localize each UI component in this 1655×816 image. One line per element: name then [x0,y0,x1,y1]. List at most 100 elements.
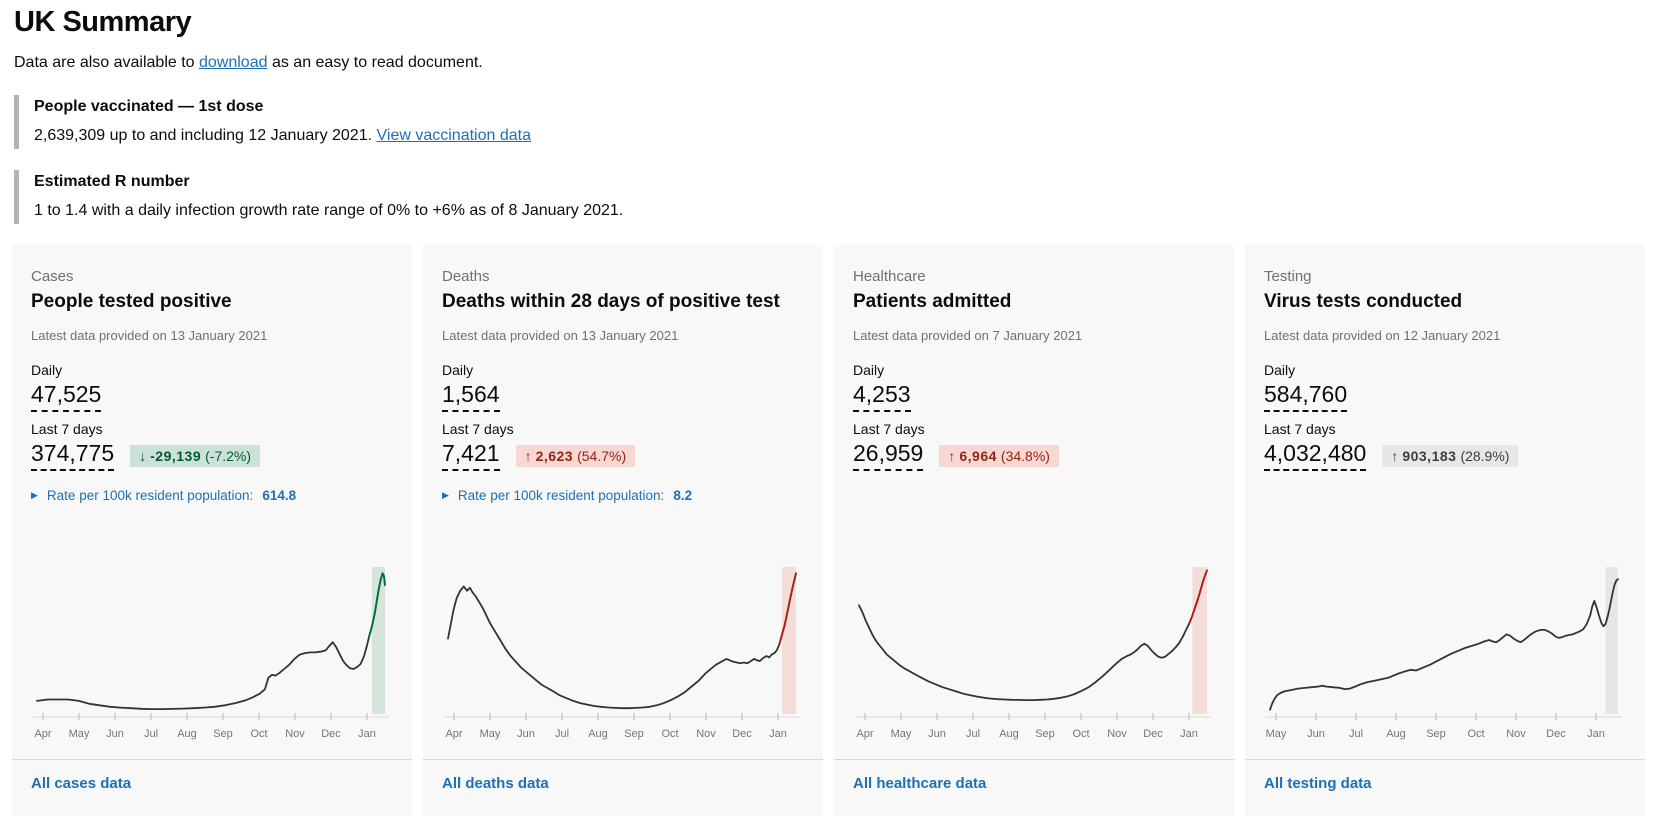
svg-text:Jul: Jul [966,728,980,740]
svg-text:Jun: Jun [1307,728,1325,740]
deaths-card: Deaths Deaths within 28 days of positive… [423,245,823,816]
intro-post: as an easy to read document. [267,54,483,71]
last-7-days-label: Last 7 days [853,420,925,437]
all-testing-data-link[interactable]: All testing data [1264,775,1372,792]
healthcare-trend-chart: Apr May Jun Jul Aug Sep Oct Nov Dec Jan [855,567,1211,740]
svg-text:May: May [480,728,501,740]
cases-chart-container: Apr May Jun Jul Aug Sep Oct Nov Dec Jan [12,565,412,747]
intro-text: Data are also available to download as a… [14,54,1648,72]
svg-text:Oct: Oct [661,728,678,740]
week-value[interactable]: 4,032,480 [1264,440,1367,471]
svg-text:Aug: Aug [999,728,1019,740]
svg-text:Dec: Dec [732,728,752,740]
svg-text:Oct: Oct [1072,728,1089,740]
svg-text:Aug: Aug [1386,728,1406,740]
change-percent: (34.8%) [1000,448,1050,465]
change-percent: (28.9%) [1460,448,1510,465]
week-value[interactable]: 374,775 [31,440,115,471]
card-category: Cases [31,268,74,285]
deaths-chart-container: Apr May Jun Jul Aug Sep Oct Nov Dec Jan [423,565,823,747]
rate-value: 614.8 [262,487,297,503]
svg-text:Nov: Nov [1506,728,1526,740]
download-link[interactable]: download [199,54,268,71]
testing-card-footer: All testing data [1245,759,1645,816]
daily-value[interactable]: 1,564 [442,381,500,412]
arrow-up-icon: ↑ [948,448,956,465]
cases-card-footer: All cases data [12,759,412,816]
deaths-card-footer: All deaths data [423,759,823,816]
r-number-callout-text: 1 to 1.4 with a daily infection growth r… [34,202,624,219]
latest-data-note: Latest data provided on 12 January 2021 [1264,327,1501,343]
change-value: 2,623 [535,448,574,465]
chevron-right-icon: ▶ [442,489,449,500]
svg-text:Aug: Aug [177,728,197,740]
svg-text:Dec: Dec [1546,728,1566,740]
change-value: -29,139 [150,448,202,465]
svg-text:Nov: Nov [285,728,305,740]
daily-value[interactable]: 47,525 [31,381,102,412]
svg-text:Nov: Nov [1107,728,1127,740]
vaccinated-callout-title: People vaccinated — 1st dose [34,98,264,115]
week-value[interactable]: 7,421 [442,440,500,471]
svg-text:Sep: Sep [213,728,233,740]
last-7-days-label: Last 7 days [442,420,514,437]
daily-label: Daily [853,361,885,378]
daily-value[interactable]: 4,253 [853,381,911,412]
card-title: Patients admitted [853,291,1012,312]
svg-text:Jul: Jul [1349,728,1363,740]
change-badge: ↑ 2,623 (54.7%) [515,445,636,468]
week-value[interactable]: 26,959 [853,440,924,471]
rate-label: Rate per 100k resident population: [46,487,254,503]
vaccinated-value-text: 2,639,309 up to and including 12 January… [34,127,377,144]
svg-text:Oct: Oct [1467,728,1484,740]
change-badge: ↑ 6,964 (34.8%) [939,445,1059,468]
arrow-down-icon: ↓ [139,448,147,465]
page-title: UK Summary [14,6,192,38]
svg-text:Sep: Sep [1426,728,1446,740]
card-title: People tested positive [31,291,232,312]
change-percent: (54.7%) [577,448,627,465]
svg-text:May: May [891,728,912,740]
svg-text:Jul: Jul [144,728,158,740]
r-number-callout: Estimated R number 1 to 1.4 with a daily… [14,170,1648,224]
svg-text:Jun: Jun [928,728,946,740]
rate-per-100k-toggle[interactable]: ▶ Rate per 100k resident population: 614… [31,488,393,503]
summary-cards: Cases People tested positive Latest data… [12,245,1648,816]
change-percent: (-7.2%) [205,448,252,465]
card-title: Deaths within 28 days of positive test [442,291,780,312]
daily-value[interactable]: 584,760 [1264,381,1348,412]
svg-text:Dec: Dec [1143,728,1163,740]
svg-text:Jan: Jan [1587,728,1605,740]
healthcare-card-body: Healthcare Patients admitted Latest data… [834,245,1234,471]
svg-text:Jan: Jan [358,728,376,740]
deaths-trend-chart: Apr May Jun Jul Aug Sep Oct Nov Dec Jan [444,567,800,740]
vaccinated-callout-text: 2,639,309 up to and including 12 January… [34,127,1648,145]
arrow-up-icon: ↑ [1391,448,1399,465]
svg-text:Aug: Aug [588,728,608,740]
view-vaccination-data-link[interactable]: View vaccination data [376,127,531,144]
all-deaths-data-link[interactable]: All deaths data [442,775,549,792]
svg-text:May: May [69,728,90,740]
all-cases-data-link[interactable]: All cases data [31,775,132,792]
intro-pre: Data are also available to [14,54,199,71]
cases-card: Cases People tested positive Latest data… [12,245,412,816]
all-healthcare-data-link[interactable]: All healthcare data [853,775,987,792]
svg-text:Jun: Jun [106,728,124,740]
testing-chart-container: May Jun Jul Aug Sep Oct Nov Dec Jan [1245,565,1645,747]
healthcare-card-footer: All healthcare data [834,759,1234,816]
last-7-days-label: Last 7 days [31,420,103,437]
testing-card-body: Testing Virus tests conducted Latest dat… [1245,245,1645,471]
svg-text:Jan: Jan [769,728,787,740]
latest-data-note: Latest data provided on 13 January 2021 [442,327,679,343]
last-7-days-label: Last 7 days [1264,420,1336,437]
latest-data-note: Latest data provided on 13 January 2021 [31,327,268,343]
vaccinated-callout: People vaccinated — 1st dose 2,639,309 u… [14,95,1648,149]
chevron-right-icon: ▶ [31,489,38,500]
rate-per-100k-toggle[interactable]: ▶ Rate per 100k resident population: 8.2 [442,488,804,503]
svg-text:Oct: Oct [250,728,267,740]
arrow-up-icon: ↑ [524,448,532,465]
healthcare-card: Healthcare Patients admitted Latest data… [834,245,1234,816]
svg-text:Sep: Sep [624,728,644,740]
svg-text:Sep: Sep [1035,728,1055,740]
